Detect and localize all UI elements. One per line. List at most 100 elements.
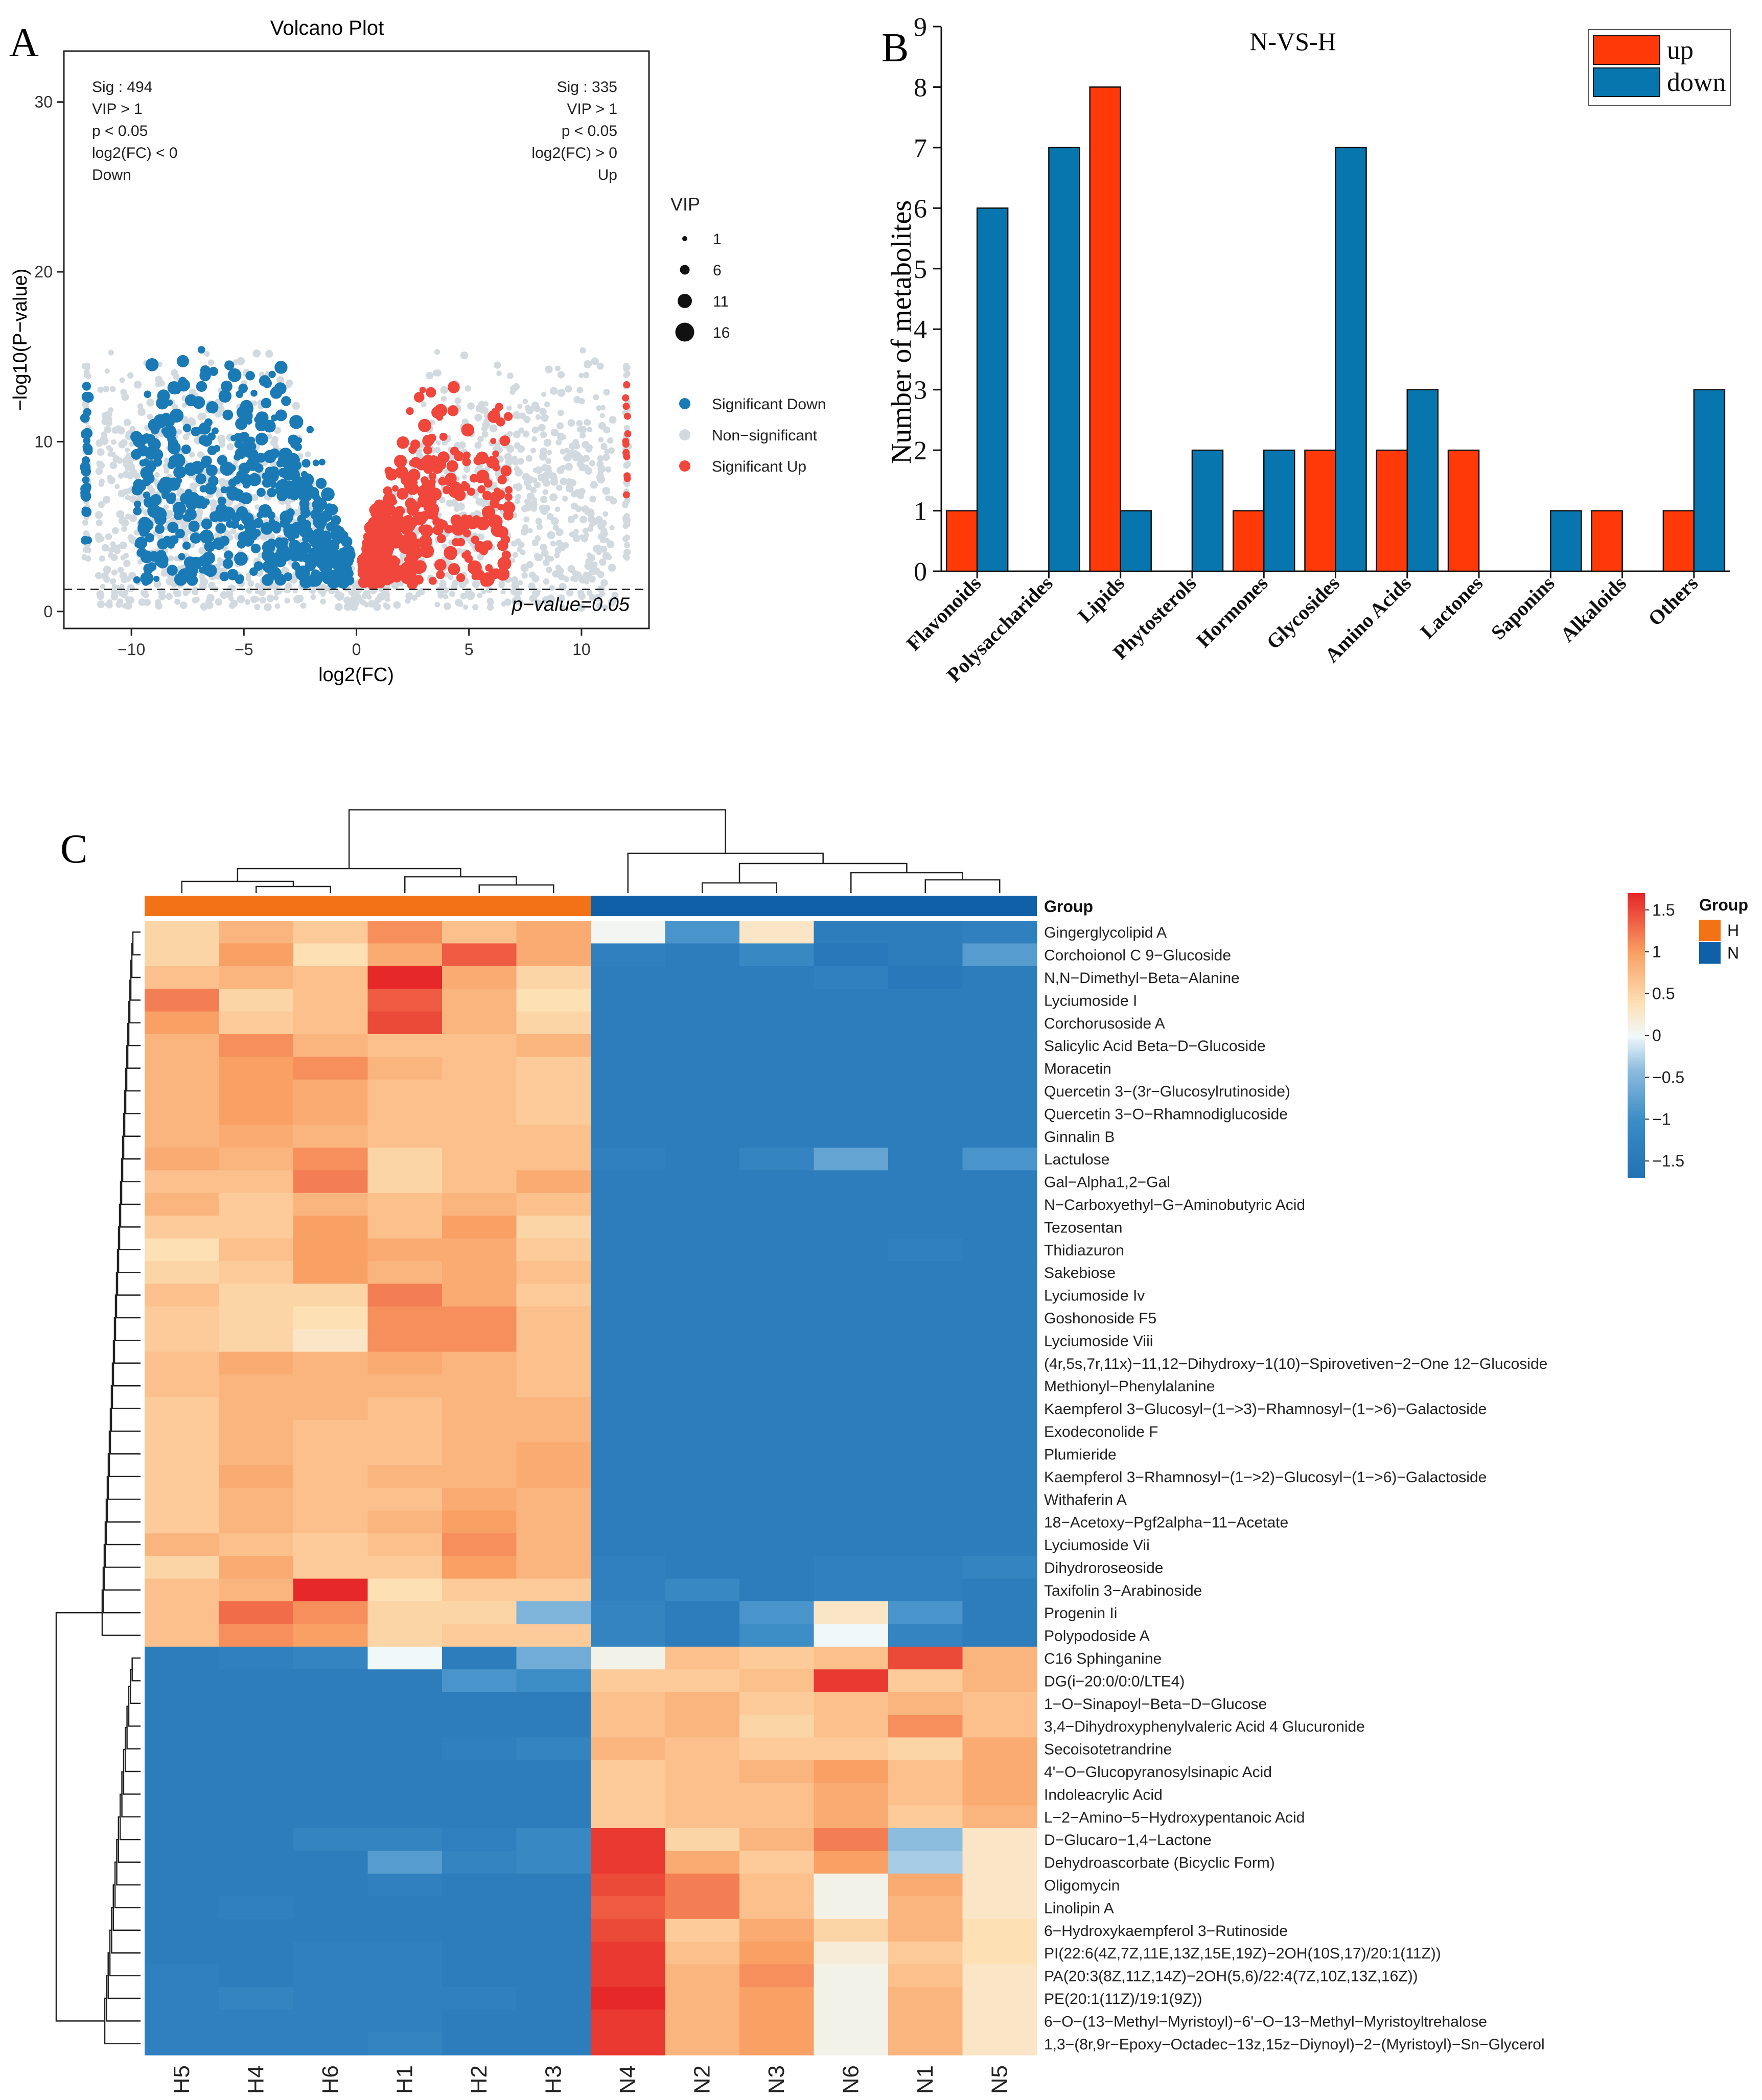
nonsig-point — [109, 461, 118, 470]
nonsig-point — [565, 462, 573, 471]
heatmap-cell — [814, 1329, 889, 1352]
nonsig-point — [137, 408, 146, 416]
sig-down-point — [234, 433, 242, 441]
heatmap-cell — [814, 1828, 889, 1851]
bar-down — [1191, 449, 1224, 572]
nonsig-point — [343, 602, 352, 611]
nonsig-point — [624, 521, 631, 528]
bar-y-tick-label: 6 — [914, 194, 927, 223]
heatmap-cell — [739, 1034, 815, 1057]
colorbar-step — [1628, 1173, 1645, 1176]
sig-down-point — [212, 427, 219, 435]
sig-up-point — [622, 394, 630, 402]
heatmap-row-label: Lyciumoside Iv — [1044, 1288, 1145, 1304]
heatmap-cell — [591, 1692, 666, 1715]
sig-up-point — [456, 573, 466, 582]
sig-up-point — [437, 451, 450, 463]
heatmap-cell — [442, 1170, 517, 1194]
colorbar-step — [1628, 1068, 1645, 1072]
sig-up-point — [461, 423, 475, 437]
nonsig-point — [595, 544, 601, 550]
nonsig-point — [489, 424, 498, 433]
sig-up-point — [496, 417, 505, 427]
heatmap-cell — [293, 1238, 368, 1262]
heatmap-cell — [665, 1964, 740, 1988]
nonsig-point — [521, 505, 528, 512]
heatmap-cell — [888, 1851, 963, 1874]
nonsig-point — [461, 474, 468, 480]
heatmap-cell — [442, 1715, 517, 1738]
sig-down-point — [222, 558, 234, 569]
heatmap-cell — [591, 1306, 666, 1329]
sig-up-point — [503, 412, 513, 421]
row-dendro-link — [132, 931, 141, 955]
heatmap-cell — [367, 1216, 443, 1239]
sig-down-point — [321, 487, 335, 501]
nonsig-point — [192, 597, 199, 604]
nonsig-point — [454, 397, 461, 404]
sig-down-point — [207, 446, 217, 455]
vip-legend-dot — [678, 294, 692, 308]
heatmap-cell — [516, 1261, 591, 1284]
heatmap-cell — [219, 1488, 294, 1511]
heatmap-row-label: Withaferin A — [1044, 1491, 1127, 1508]
sig-down-point — [156, 550, 167, 561]
heatmap-cell — [739, 1737, 815, 1761]
sig-down-point — [293, 442, 302, 451]
sig-down-point — [154, 524, 165, 534]
heatmap-cell — [591, 1488, 666, 1511]
heatmap-cell — [219, 1442, 294, 1466]
sig-down-point — [224, 360, 235, 370]
colorbar-step — [1628, 1161, 1645, 1164]
nonsig-point — [570, 502, 578, 510]
heatmap-cell — [962, 1987, 1037, 2010]
nonsig-point — [384, 603, 391, 610]
sig-down-point — [166, 399, 173, 406]
sig-down-point — [204, 482, 217, 495]
heatmap-cell — [962, 1783, 1037, 1806]
nonsig-point — [254, 596, 260, 602]
sig-down-point — [243, 529, 255, 541]
nonsig-point — [107, 451, 113, 457]
heatmap-cell — [888, 1306, 963, 1329]
sig-down-point — [205, 464, 218, 477]
nonsig-point — [126, 458, 133, 466]
heatmap-row-label: Linolipin A — [1044, 1900, 1114, 1917]
nonsig-point — [444, 572, 450, 577]
heatmap-cell — [888, 1624, 963, 1647]
sig-down-point — [182, 424, 192, 433]
nonsig-point — [567, 516, 575, 523]
heatmap-cell — [739, 1193, 815, 1216]
sig-down-point — [236, 506, 248, 518]
heatmap-row-label: N,N−Dimethyl−Beta−Alanine — [1044, 970, 1240, 987]
colorbar-step — [1628, 1142, 1645, 1146]
heatmap-cell — [367, 1306, 443, 1329]
nonsig-point — [589, 594, 596, 601]
heatmap-cell — [739, 1669, 815, 1693]
heatmap-cell — [442, 2010, 517, 2033]
heatmap-column-label: N2 — [689, 2065, 714, 2094]
heatmap-cell — [442, 1873, 517, 1897]
nonsig-point — [600, 529, 608, 538]
heatmap-cell — [145, 1805, 220, 1829]
nonsig-point — [273, 595, 279, 601]
heatmap-cell — [293, 1760, 368, 1783]
nonsig-point — [540, 496, 548, 503]
heatmap-cell — [145, 1896, 220, 1920]
nonsig-point — [472, 604, 479, 611]
heatmap-cell — [814, 943, 889, 967]
heatmap-cell — [962, 1238, 1037, 1262]
colorbar-step — [1628, 936, 1645, 939]
heatmap-row-label: Ginnalin B — [1044, 1129, 1115, 1146]
nonsig-point — [535, 466, 542, 474]
nonsig-point — [583, 371, 590, 379]
heatmap-cell — [962, 1306, 1037, 1329]
heatmap-cell — [591, 1601, 666, 1624]
nonsig-point — [209, 499, 218, 507]
nonsig-point — [121, 526, 127, 532]
sig-up-point — [423, 481, 430, 489]
nonsig-point — [596, 362, 604, 370]
nonsig-point — [513, 430, 521, 438]
sig-down-point — [194, 557, 203, 566]
